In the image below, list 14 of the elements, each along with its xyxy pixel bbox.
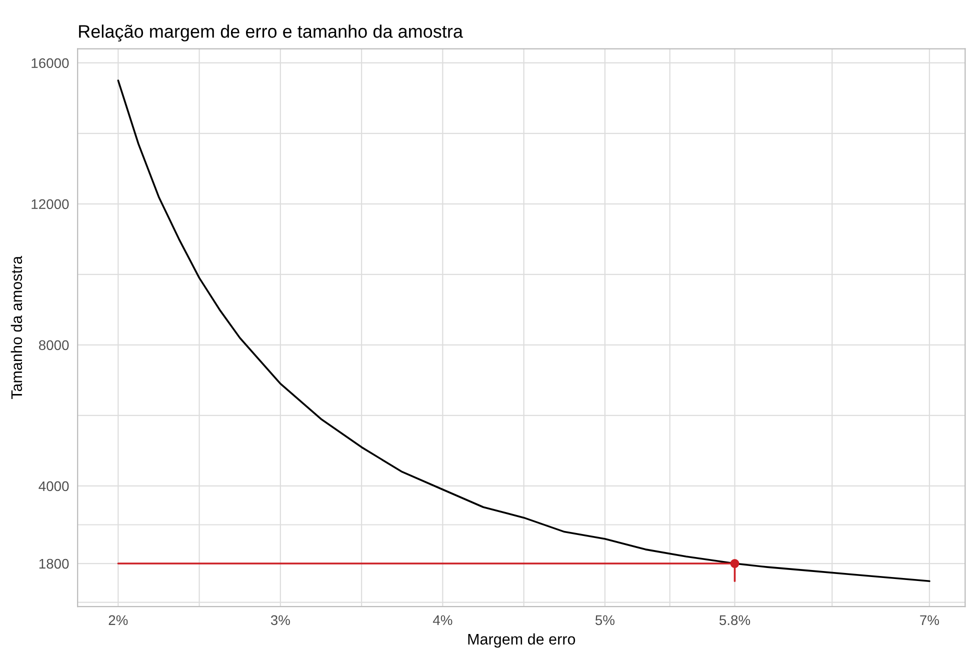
x-tick-label: 3% [270,615,290,626]
x-tick-label: 4% [432,615,452,626]
chart-title: Relação margem de erro e tamanho da amostra [79,24,463,42]
y-tick-label: 4000 [38,481,69,492]
y-tick-label: 8000 [38,340,69,350]
x-tick-label: 5.8% [719,615,750,626]
y-tick-label: 1800 [39,558,69,569]
x-axis-title: Margem de erro [468,633,576,648]
y-axis-title: Tamanho da amostra [10,256,22,400]
x-tick-label: 5% [595,615,614,626]
y-tick-label: 12000 [32,199,69,210]
x-tick-label: 7% [920,615,939,626]
x-tick-label: 2% [108,615,128,626]
y-tick-label: 16000 [32,58,69,68]
